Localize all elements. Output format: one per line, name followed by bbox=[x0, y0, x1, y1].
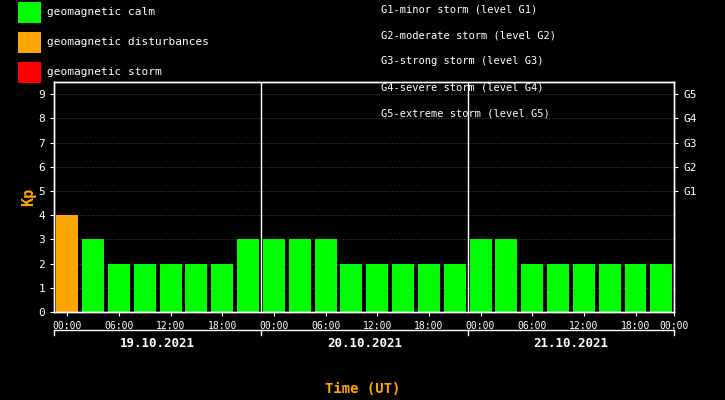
Bar bbox=[82, 239, 104, 312]
Bar bbox=[57, 215, 78, 312]
Text: geomagnetic storm: geomagnetic storm bbox=[47, 68, 162, 78]
Text: 19.10.2021: 19.10.2021 bbox=[120, 337, 195, 350]
Text: G2-moderate storm (level G2): G2-moderate storm (level G2) bbox=[381, 30, 555, 40]
Text: 20.10.2021: 20.10.2021 bbox=[327, 337, 402, 350]
Bar bbox=[211, 264, 233, 312]
Bar bbox=[573, 264, 594, 312]
Text: G4-severe storm (level G4): G4-severe storm (level G4) bbox=[381, 82, 543, 92]
Bar bbox=[470, 239, 492, 312]
Bar bbox=[315, 239, 336, 312]
Bar bbox=[186, 264, 207, 312]
Bar bbox=[444, 264, 465, 312]
Bar bbox=[392, 264, 414, 312]
Bar bbox=[263, 239, 285, 312]
Bar bbox=[624, 264, 647, 312]
Bar bbox=[160, 264, 181, 312]
Text: G1-minor storm (level G1): G1-minor storm (level G1) bbox=[381, 4, 537, 14]
Bar bbox=[289, 239, 311, 312]
Bar bbox=[366, 264, 388, 312]
Bar bbox=[650, 264, 672, 312]
Bar bbox=[521, 264, 543, 312]
Text: G3-strong storm (level G3): G3-strong storm (level G3) bbox=[381, 56, 543, 66]
Text: geomagnetic disturbances: geomagnetic disturbances bbox=[47, 37, 209, 47]
Bar bbox=[108, 264, 130, 312]
Text: Time (UT): Time (UT) bbox=[325, 382, 400, 396]
Y-axis label: Kp: Kp bbox=[21, 188, 36, 206]
Bar bbox=[134, 264, 156, 312]
Text: 21.10.2021: 21.10.2021 bbox=[534, 337, 608, 350]
Text: geomagnetic calm: geomagnetic calm bbox=[47, 8, 155, 18]
Bar bbox=[418, 264, 440, 312]
Bar bbox=[495, 239, 518, 312]
Text: G5-extreme storm (level G5): G5-extreme storm (level G5) bbox=[381, 108, 550, 118]
Bar bbox=[547, 264, 569, 312]
Bar bbox=[341, 264, 362, 312]
Bar bbox=[599, 264, 621, 312]
Bar bbox=[237, 239, 259, 312]
